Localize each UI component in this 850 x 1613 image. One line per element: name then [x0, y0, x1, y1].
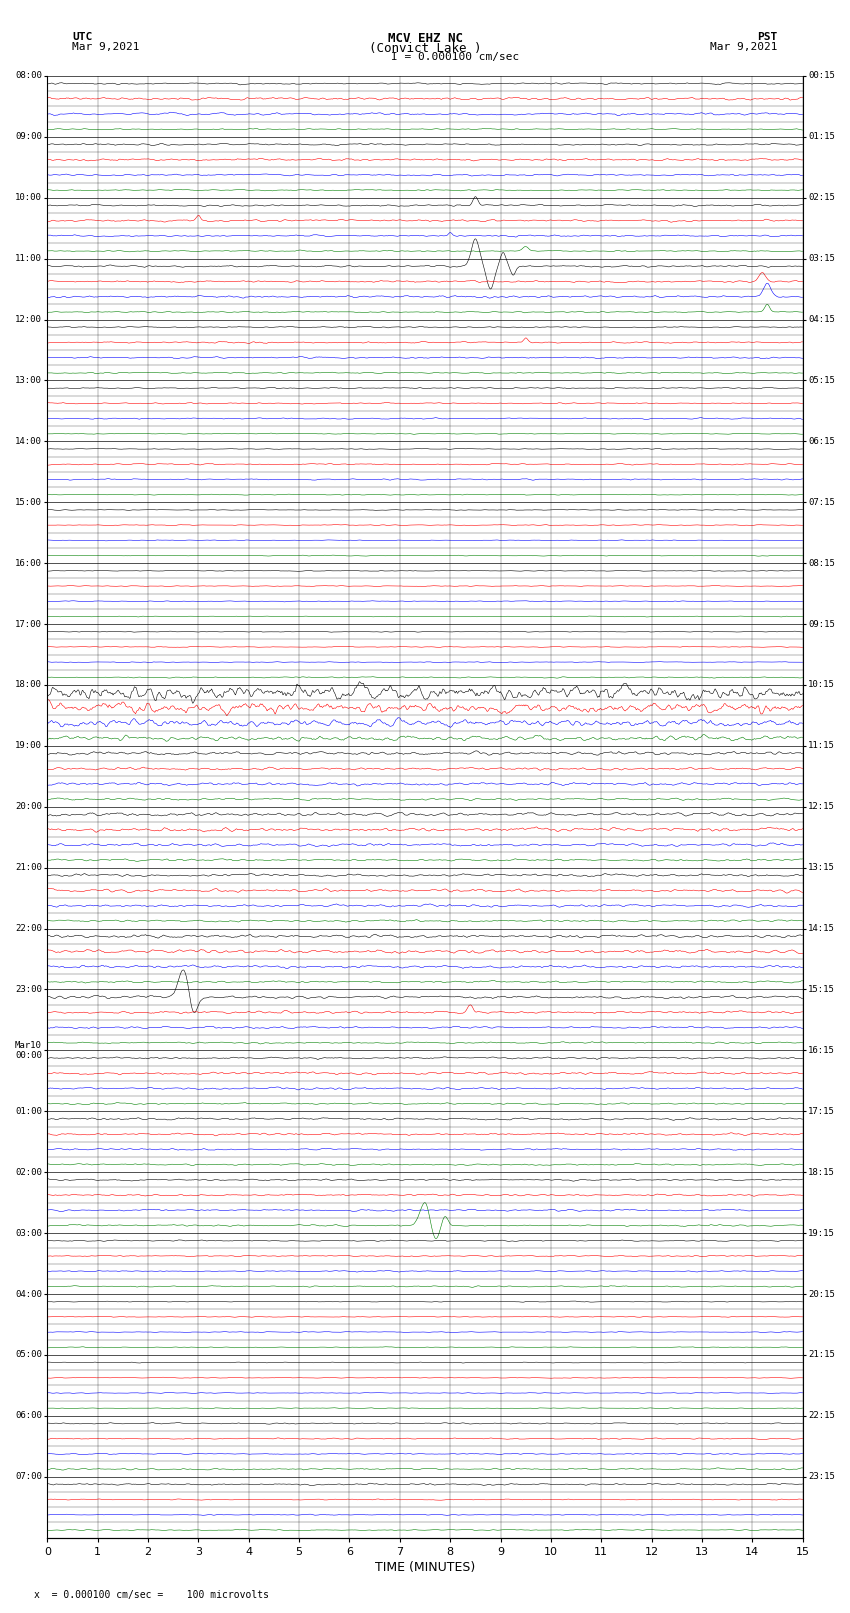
Text: I = 0.000100 cm/sec: I = 0.000100 cm/sec	[391, 52, 519, 61]
Text: Mar 9,2021: Mar 9,2021	[711, 42, 778, 52]
Text: MCV EHZ NC: MCV EHZ NC	[388, 32, 462, 45]
Text: (Convict Lake ): (Convict Lake )	[369, 42, 481, 55]
Text: Mar 9,2021: Mar 9,2021	[72, 42, 139, 52]
Text: PST: PST	[757, 32, 778, 42]
Text: x  = 0.000100 cm/sec =    100 microvolts: x = 0.000100 cm/sec = 100 microvolts	[34, 1590, 269, 1600]
Text: UTC: UTC	[72, 32, 93, 42]
X-axis label: TIME (MINUTES): TIME (MINUTES)	[375, 1561, 475, 1574]
